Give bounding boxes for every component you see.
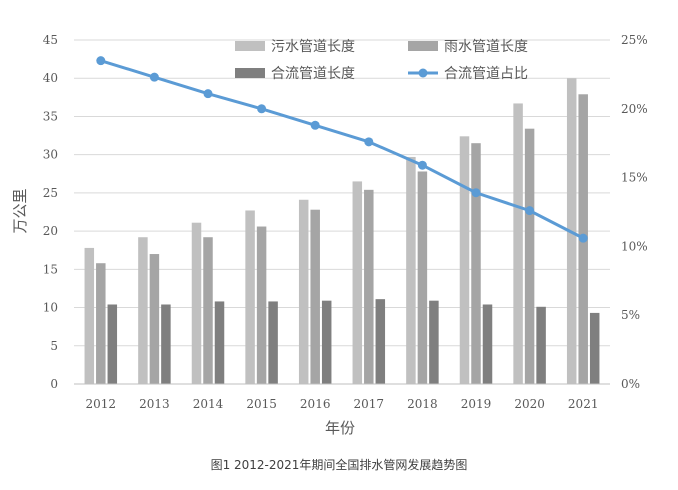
line-point	[578, 233, 588, 243]
x-tick-label: 2017	[354, 397, 385, 411]
bar	[84, 247, 95, 384]
bar	[524, 128, 535, 384]
line-point	[203, 89, 213, 99]
line-point	[257, 104, 267, 114]
y-tick-label: 5	[50, 339, 58, 353]
y-tick-label: 45	[43, 33, 58, 47]
legend-swatch	[408, 41, 438, 51]
y-tick-label: 25	[43, 186, 58, 200]
bar	[96, 263, 106, 384]
bar	[375, 299, 386, 384]
y-tick-label: 0	[50, 377, 58, 391]
bar	[513, 103, 523, 385]
x-tick-label: 2014	[193, 397, 224, 411]
series-line	[100, 59, 584, 240]
y-tick-label: 15	[43, 262, 58, 276]
bar	[161, 304, 171, 384]
y2-tick-label: 25%	[621, 33, 648, 47]
x-tick-label: 2018	[407, 397, 438, 411]
y-tick-label: 10	[43, 301, 58, 315]
x-tick-label: 2013	[139, 397, 170, 411]
legend-swatch	[235, 68, 265, 78]
y-tick-label: 20	[43, 224, 58, 238]
y2-tick-label: 15%	[621, 171, 648, 185]
x-tick-label: 2020	[514, 397, 545, 411]
legend-swatch	[235, 41, 265, 51]
axes: 0 5 10 15 20 25 30 35 40 45 0% 5% 10% 15% 20% 25% 2012 20…	[43, 33, 648, 411]
bar	[536, 306, 546, 384]
line-point	[149, 72, 159, 82]
x-tick-label: 2021	[568, 397, 599, 411]
bar	[268, 301, 278, 384]
bar	[429, 300, 439, 384]
bar	[214, 301, 225, 384]
bar	[364, 189, 374, 384]
bar	[482, 304, 493, 384]
legend-label: 合流管道长度	[271, 66, 355, 82]
bar	[245, 210, 255, 384]
bar	[149, 254, 160, 384]
legend-label: 污水管道长度	[271, 39, 355, 55]
bar	[406, 156, 416, 384]
combo-chart: 0 5 10 15 20 25 30 35 40 45 0% 5% 10% 15% 20% 25% 2012 20…	[11, 33, 648, 437]
bar	[191, 222, 202, 384]
bar	[589, 312, 600, 384]
y-tick-label: 30	[43, 148, 58, 162]
bar	[352, 181, 363, 384]
y2-tick-label: 10%	[621, 239, 648, 253]
line-point	[417, 160, 427, 170]
y-tick-label: 40	[43, 71, 58, 85]
bar	[321, 300, 332, 384]
line-point	[310, 120, 320, 130]
y2-tick-label: 0%	[621, 377, 640, 391]
y2-tick-label: 20%	[621, 102, 648, 116]
x-tick-label: 2015	[246, 397, 277, 411]
y2-tick-label: 5%	[621, 308, 640, 322]
bar	[298, 199, 309, 384]
figure-caption: 图1 2012-2021年期间全国排水管网发展趋势图	[210, 458, 468, 472]
bar	[417, 171, 428, 384]
x-tick-label: 2012	[86, 397, 117, 411]
line-point	[525, 206, 535, 216]
bar	[459, 136, 470, 384]
line-point	[364, 137, 374, 147]
bar	[138, 237, 148, 384]
x-axis-title: 年份	[325, 419, 355, 437]
bar	[256, 226, 267, 384]
y-axis-title: 万公里	[11, 188, 29, 233]
y-tick-label: 35	[43, 109, 58, 123]
x-tick-label: 2019	[461, 397, 492, 411]
bar	[107, 304, 118, 384]
line-series	[96, 56, 588, 243]
legend-label: 合流管道占比	[444, 66, 528, 82]
line-point	[471, 188, 481, 198]
legend-swatch-marker	[418, 68, 428, 78]
bar	[203, 237, 213, 384]
x-tick-label: 2016	[300, 397, 331, 411]
bar	[471, 143, 481, 384]
legend-label: 雨水管道长度	[444, 39, 528, 55]
line-point	[96, 56, 106, 66]
bar	[310, 209, 320, 384]
